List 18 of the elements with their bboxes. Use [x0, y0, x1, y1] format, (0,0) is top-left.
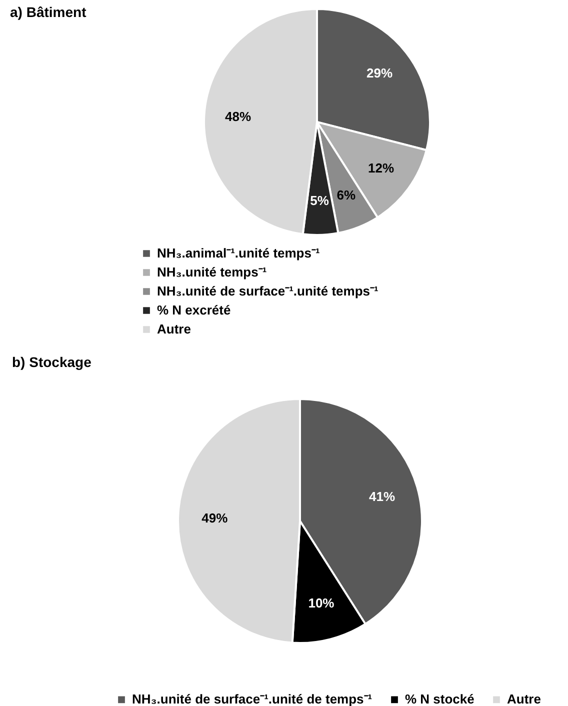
data-label: 10% — [308, 596, 335, 611]
legend-label: % N excrété — [157, 302, 231, 318]
data-label: 49% — [202, 510, 228, 526]
legend-label: NH₃.unité de surface⁻¹.unité de temps⁻¹ — [132, 692, 372, 706]
legend-label: Autre — [157, 322, 191, 336]
legend-label: Autre — [507, 692, 541, 706]
data-label: 48% — [225, 109, 252, 124]
data-label: 6% — [336, 188, 356, 203]
legend-label: NH₃.unité de surface⁻¹.unité temps⁻¹ — [157, 284, 378, 298]
legend-label: NH₃.unité temps⁻¹ — [157, 264, 267, 280]
data-label: 12% — [368, 160, 394, 176]
legend-label: % N stocké — [405, 692, 474, 706]
data-label: 29% — [366, 66, 393, 81]
data-label: 41% — [368, 489, 396, 504]
data-label: 5% — [310, 193, 330, 208]
legend-label: NH₃.animal⁻¹.unité temps⁻¹ — [157, 246, 320, 260]
chart-title: a) Bâtiment — [10, 4, 87, 20]
chart-title: b) Stockage — [12, 354, 92, 370]
